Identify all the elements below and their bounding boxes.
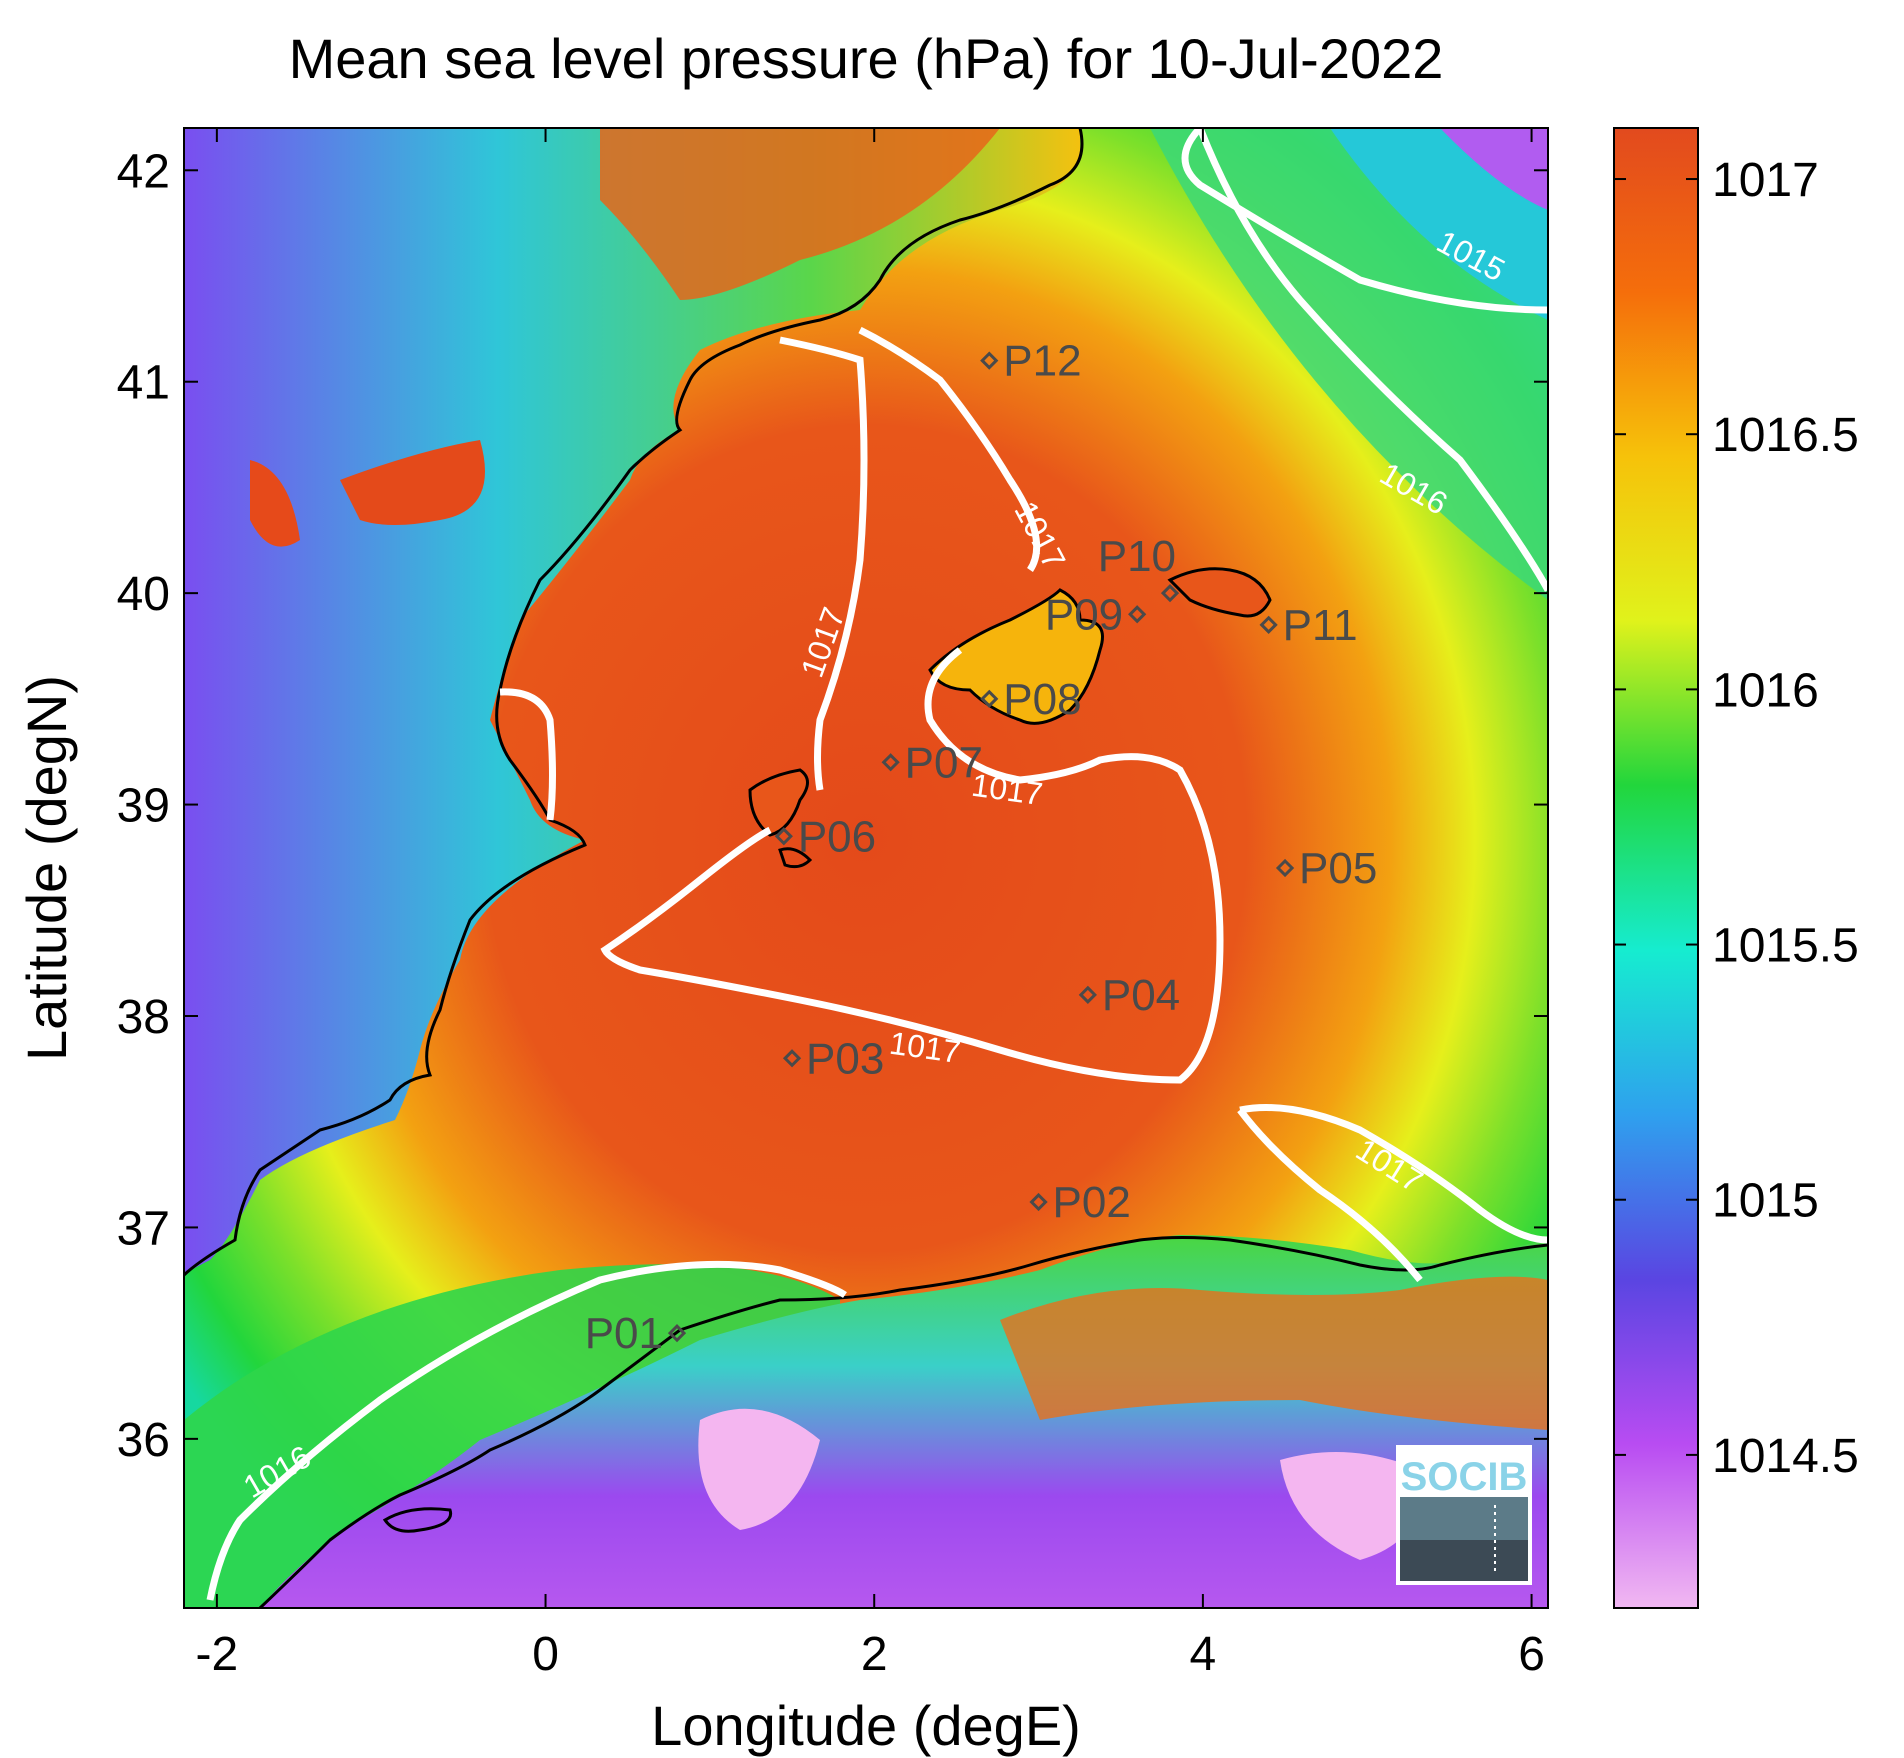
iberia-land (184, 128, 1080, 1275)
contour-1017-north-arm (858, 326, 1041, 572)
station-label: P08 (1003, 675, 1081, 724)
colorbar-tick-label: 1014.5 (1712, 1430, 1859, 1483)
contour-1015 (1181, 128, 1548, 314)
africa-low-patch (698, 1408, 820, 1530)
stations: P01 P02 P03 P04 P05 P06 P07 P08 P09 P10 P11 P12 (585, 337, 1378, 1359)
station-marker (980, 351, 999, 370)
station-label: P09 (1045, 590, 1123, 639)
colorbar-ticks: 1014.5 1015 1015.5 1016 1016.5 1017 (1614, 154, 1859, 1483)
station-label: P01 (585, 1309, 663, 1358)
y-tick-label: 41 (117, 357, 170, 410)
station-marker (782, 1049, 802, 1068)
station-label: P06 (798, 812, 876, 861)
station-p03: P03 (782, 1034, 884, 1083)
station-marker (1160, 584, 1180, 603)
colorbar (1613, 127, 1699, 1609)
logo-text: SOCIB (1401, 1455, 1528, 1499)
ibiza-island (750, 770, 808, 835)
menorca-island (1170, 568, 1270, 616)
station-marker (1029, 1192, 1048, 1212)
station-p08: P08 (980, 675, 1082, 724)
station-marker (774, 827, 793, 846)
x-tick-label: -2 (196, 1628, 239, 1681)
coastlines (184, 128, 1548, 1608)
station-p07: P07 (881, 738, 983, 787)
x-tick-label: 2 (861, 1628, 888, 1681)
x-axis: -2 0 2 4 6 (196, 128, 1545, 1681)
station-p10: P10 (1098, 532, 1180, 603)
station-label: P10 (1098, 532, 1176, 581)
y-tick-label: 39 (117, 780, 170, 833)
africa-coastline (258, 1236, 1548, 1608)
station-p04: P04 (1078, 971, 1180, 1020)
x-axis-title: Longitude (degE) (651, 1694, 1081, 1757)
pressure-field (184, 128, 1548, 1608)
station-label: P02 (1053, 1178, 1131, 1227)
plot-frame (183, 127, 1549, 1609)
station-marker (1259, 615, 1278, 634)
station-marker (980, 689, 999, 708)
y-axis: 36 37 38 39 40 41 42 (117, 145, 1548, 1467)
contour-1017-west-arm (779, 336, 868, 791)
contour-1016-south (206, 1260, 847, 1601)
colorbar-tick-label: 1015 (1712, 1175, 1819, 1228)
pressure-contours (206, 128, 1548, 1601)
map-title: Mean sea level pressure (hPa) for 10-Jul… (289, 27, 1444, 90)
colorbar-tick-label: 1016 (1712, 664, 1819, 717)
station-p01: P01 (585, 1309, 687, 1358)
y-tick-label: 40 (117, 568, 170, 621)
y-axis-title: Latitude (degN) (15, 675, 78, 1061)
station-label: P03 (806, 1034, 884, 1083)
colorbar-tick-label: 1016.5 (1712, 409, 1859, 462)
x-tick-label: 6 (1518, 1628, 1545, 1681)
ibiza-coastline (748, 768, 809, 837)
contour-1017-south-east (1239, 1104, 1548, 1244)
station-label: P04 (1102, 971, 1180, 1020)
y-tick-label: 36 (117, 1414, 170, 1467)
station-label: P12 (1003, 337, 1081, 386)
contour-1016-coast (499, 688, 556, 821)
station-marker (881, 753, 900, 772)
formentera-coastline (778, 847, 813, 869)
africa-warm-patch (1000, 1276, 1548, 1430)
y-tick-label: 38 (117, 991, 170, 1044)
low-pressure-ne-core (1440, 128, 1548, 210)
station-marker (667, 1324, 687, 1343)
x-tick-label: 0 (532, 1628, 559, 1681)
station-marker (1275, 858, 1295, 878)
station-label: P07 (905, 738, 983, 787)
alboran-coastline (382, 1507, 453, 1533)
iberia-coastline (184, 128, 1084, 1277)
colorbar-tick-label: 1015.5 (1712, 920, 1859, 973)
y-tick-label: 37 (117, 1202, 170, 1255)
station-marker (1128, 605, 1147, 624)
station-marker (1078, 985, 1097, 1004)
mallorca-island (930, 590, 1103, 724)
station-label: P11 (1283, 601, 1358, 650)
menorca-coastline (1167, 567, 1272, 618)
contour-1017-south-east-lower (1237, 1107, 1423, 1283)
logo-image-dark (1400, 1540, 1528, 1581)
station-p02: P02 (1029, 1178, 1131, 1227)
socib-logo: SOCIB (1396, 1445, 1532, 1585)
iberia-high-patch (340, 440, 485, 525)
iberia-north-warm (600, 128, 1000, 300)
colorbar-tick-label: 1017 (1712, 154, 1819, 207)
iberia-high-patch-2 (250, 460, 300, 547)
station-label: P05 (1299, 844, 1377, 893)
station-p12: P12 (980, 337, 1082, 386)
station-p05: P05 (1275, 844, 1377, 893)
contour-1017-central (600, 647, 1224, 1084)
station-p06: P06 (774, 812, 876, 861)
y-tick-label: 42 (117, 145, 170, 198)
station-p09: P09 (1045, 590, 1147, 639)
contour-1016-ne (1196, 128, 1548, 592)
station-p11: P11 (1259, 601, 1358, 650)
x-tick-label: 4 (1190, 1628, 1217, 1681)
africa-low-patch-2 (1280, 1452, 1422, 1560)
